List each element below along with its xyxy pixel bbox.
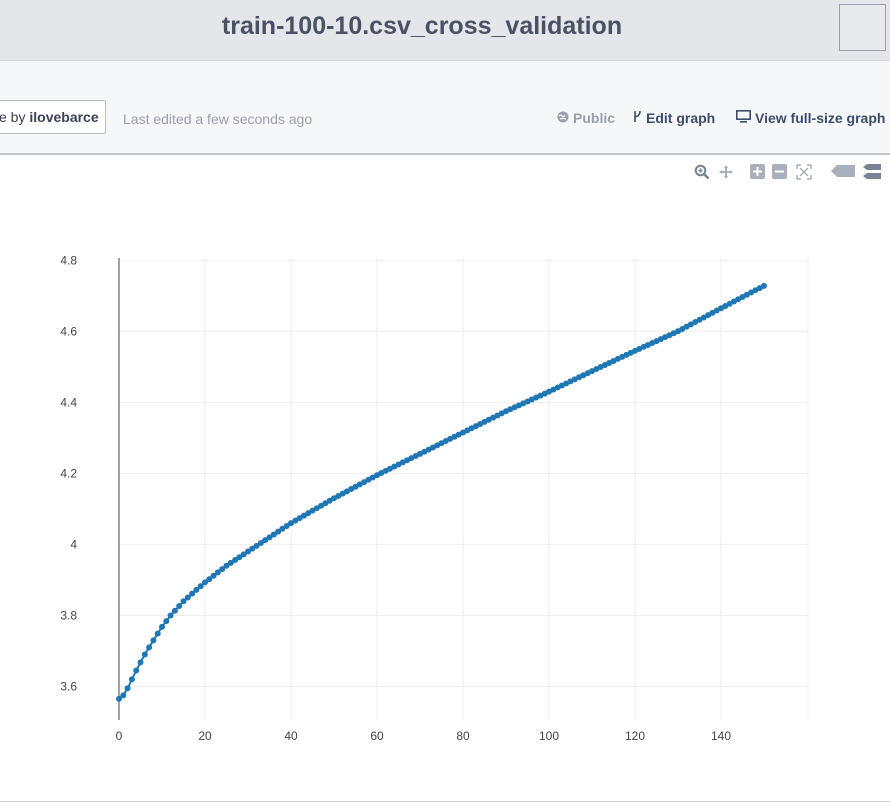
grid-horizontal	[119, 259, 808, 687]
x-tick-labels: 0 20 40 60 80 100 120 140	[116, 729, 732, 743]
data-point[interactable]	[240, 551, 247, 558]
edit-graph-label: Edit graph	[646, 110, 716, 126]
page-title: train-100-10.csv_cross_validation	[221, 12, 623, 40]
data-point[interactable]	[141, 651, 148, 658]
autoscale-icon[interactable]	[796, 164, 812, 185]
data-point[interactable]	[249, 545, 256, 552]
data-point[interactable]	[159, 623, 165, 630]
data-point[interactable]	[189, 590, 196, 597]
y-tick-label: 3.8	[60, 608, 77, 622]
data-point[interactable]	[270, 531, 277, 538]
grid-vertical	[204, 258, 809, 720]
y-tick-label: 4	[70, 537, 77, 551]
x-tick-label: 120	[625, 729, 645, 743]
author-prefix: e by	[0, 109, 30, 125]
view-fullsize-label: View full-size graph	[755, 110, 886, 126]
view-fullsize-link[interactable]: View full-size graph	[736, 110, 885, 126]
data-point[interactable]	[253, 542, 260, 549]
edit-graph-link[interactable]: Edit graph	[633, 110, 715, 126]
globe-icon	[557, 110, 569, 126]
y-tick-label: 4.8	[60, 253, 77, 267]
data-point[interactable]	[223, 562, 230, 569]
y-tick-label: 4.2	[60, 466, 77, 480]
last-edited-text: Last edited a few seconds ago	[123, 111, 313, 127]
data-point[interactable]	[262, 537, 269, 544]
data-point[interactable]	[133, 667, 140, 674]
data-point[interactable]	[214, 569, 221, 576]
data-point[interactable]	[202, 579, 208, 586]
y-tick-label: 4.4	[60, 395, 77, 409]
data-point[interactable]	[197, 583, 204, 590]
data-point[interactable]	[266, 534, 273, 541]
data-point[interactable]	[176, 602, 183, 609]
y-tick-label: 4.6	[60, 324, 77, 338]
data-point[interactable]	[137, 659, 144, 666]
zoom-in-icon[interactable]	[750, 164, 765, 184]
data-point[interactable]	[257, 540, 264, 546]
data-point[interactable]	[245, 548, 251, 555]
data-point[interactable]	[236, 554, 243, 561]
zoom-out-icon[interactable]	[772, 164, 787, 184]
public-label: Public	[573, 110, 616, 126]
data-point[interactable]	[146, 644, 153, 651]
x-tick-label: 60	[370, 729, 384, 743]
data-point[interactable]	[227, 559, 234, 566]
data-point[interactable]	[283, 522, 290, 529]
title-bar: train-100-10.csv_cross_validation	[0, 0, 890, 61]
x-tick-label: 140	[711, 729, 731, 743]
data-point[interactable]	[193, 586, 200, 593]
data-point[interactable]	[163, 618, 170, 625]
data-point[interactable]	[150, 637, 157, 644]
bottom-divider	[0, 801, 890, 802]
x-tick-label: 0	[116, 729, 123, 743]
x-tick-label: 20	[198, 729, 212, 743]
menu-toggle-box[interactable]	[839, 4, 886, 51]
pan-icon[interactable]	[718, 164, 734, 185]
data-point[interactable]	[279, 525, 286, 532]
data-point[interactable]	[232, 557, 239, 564]
hover-closest-icon[interactable]	[830, 164, 856, 183]
data-point[interactable]	[275, 528, 282, 535]
x-tick-label: 80	[456, 729, 470, 743]
data-point[interactable]	[171, 607, 178, 614]
data-point[interactable]	[184, 594, 191, 601]
hover-compare-icon[interactable]	[862, 164, 882, 185]
data-point[interactable]	[154, 630, 161, 637]
data-point[interactable]	[206, 576, 213, 583]
data-point[interactable]	[120, 692, 127, 699]
author-name[interactable]: ilovebarce	[29, 109, 99, 125]
x-tick-label: 40	[284, 729, 298, 743]
data-point[interactable]	[219, 566, 226, 573]
public-link[interactable]: Public	[557, 110, 615, 126]
series-markers	[116, 282, 767, 702]
y-tick-label: 3.6	[60, 680, 77, 694]
data-point[interactable]	[167, 612, 174, 619]
y-tick-labels: 3.6 3.8 4 4.2 4.4 4.6 4.8	[60, 253, 77, 693]
zoom-icon[interactable]	[694, 164, 710, 185]
monitor-icon	[736, 110, 751, 126]
data-point[interactable]	[210, 572, 217, 579]
meta-bar: e by ilovebarce Last edited a few second…	[0, 61, 890, 155]
data-point[interactable]	[761, 282, 767, 289]
fork-icon	[633, 110, 642, 126]
data-point[interactable]	[124, 685, 131, 692]
plot-area	[0, 156, 890, 801]
author-badge[interactable]: e by ilovebarce	[0, 100, 106, 134]
data-point[interactable]	[128, 676, 135, 683]
data-point[interactable]	[116, 695, 122, 702]
modebar	[690, 164, 890, 184]
series-line	[118, 284, 765, 700]
x-tick-label: 100	[539, 729, 559, 743]
data-point[interactable]	[180, 598, 187, 605]
